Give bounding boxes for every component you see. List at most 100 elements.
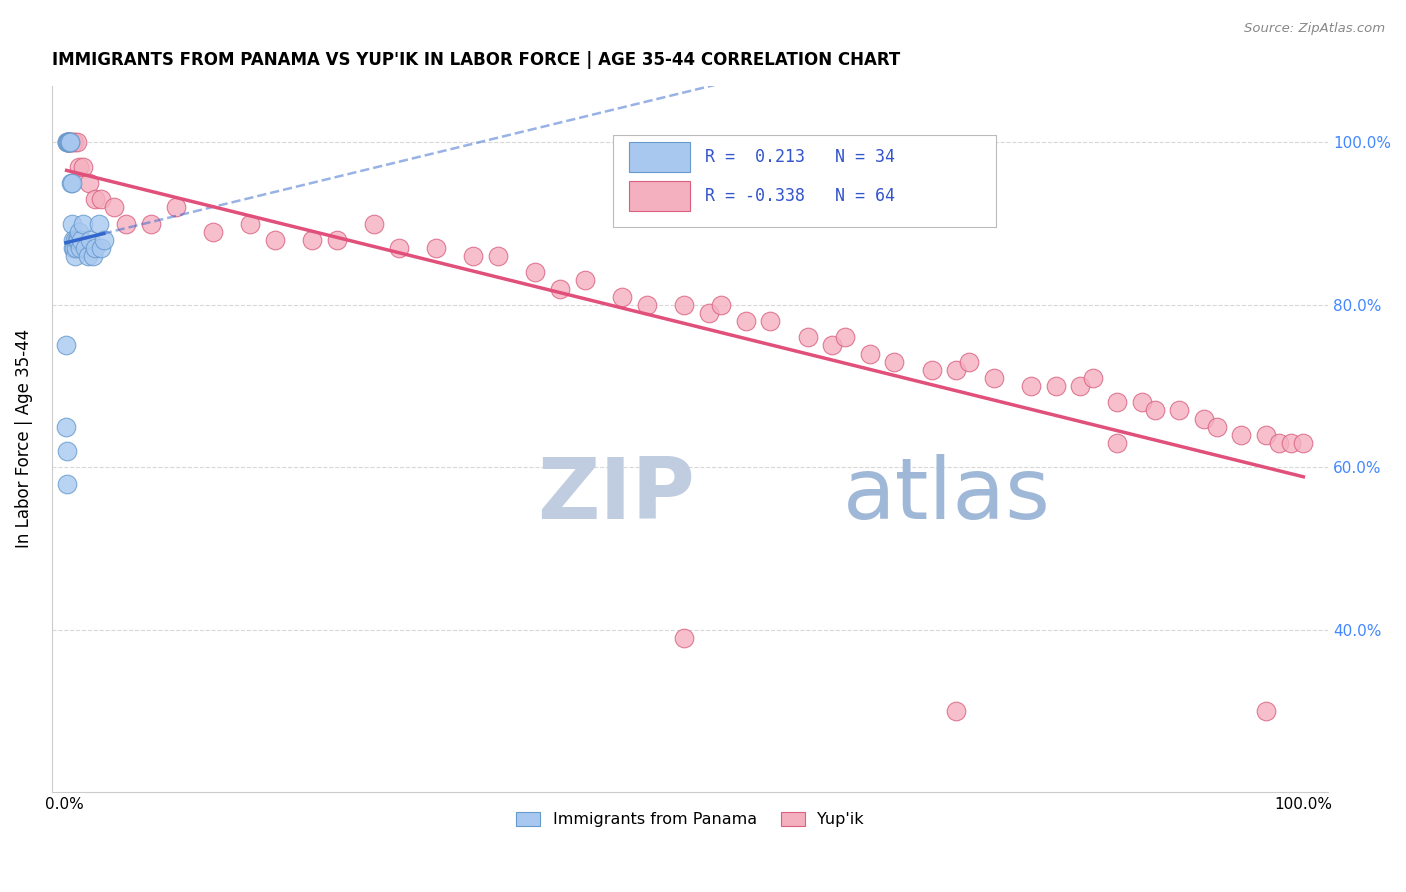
Point — [672, 298, 695, 312]
Point — [326, 233, 349, 247]
Point — [1279, 436, 1302, 450]
Point — [58, 136, 80, 150]
Point — [60, 176, 83, 190]
Point — [239, 217, 262, 231]
Point — [103, 200, 125, 214]
Point — [548, 282, 571, 296]
Point — [87, 217, 110, 231]
Point — [90, 192, 112, 206]
Text: atlas: atlas — [844, 454, 1052, 537]
Point — [486, 249, 509, 263]
Text: ZIP: ZIP — [537, 454, 695, 537]
Point — [60, 136, 83, 150]
Point — [524, 265, 547, 279]
Point — [921, 363, 943, 377]
Point — [1256, 427, 1278, 442]
Point — [1292, 436, 1315, 450]
Point — [55, 444, 77, 458]
Point — [56, 136, 79, 150]
Point — [59, 176, 82, 190]
Point — [63, 241, 86, 255]
Point — [58, 136, 80, 150]
Point — [1256, 704, 1278, 718]
Point — [56, 136, 79, 150]
Point — [636, 298, 658, 312]
Point — [77, 176, 100, 190]
Point — [93, 233, 115, 247]
Point — [388, 241, 411, 255]
Point — [82, 249, 104, 263]
Point — [796, 330, 818, 344]
Point — [425, 241, 447, 255]
Point — [63, 249, 86, 263]
FancyBboxPatch shape — [628, 142, 690, 172]
Point — [84, 241, 107, 255]
Point — [859, 346, 882, 360]
Point — [76, 249, 98, 263]
Point — [201, 225, 224, 239]
Point — [672, 631, 695, 645]
Point — [363, 217, 385, 231]
Point — [945, 704, 967, 718]
Point — [461, 249, 484, 263]
Point — [62, 241, 84, 255]
Point — [59, 136, 82, 150]
Point — [65, 136, 87, 150]
Point — [70, 233, 93, 247]
Point — [67, 225, 90, 239]
Point — [945, 363, 967, 377]
Point — [59, 136, 82, 150]
Point — [697, 306, 720, 320]
Text: R =  0.213   N = 34: R = 0.213 N = 34 — [706, 148, 896, 166]
Point — [957, 355, 980, 369]
Point — [115, 217, 138, 231]
Point — [90, 241, 112, 255]
Point — [56, 136, 79, 150]
Point — [1168, 403, 1191, 417]
Point — [1107, 436, 1129, 450]
Point — [610, 290, 633, 304]
Point — [301, 233, 323, 247]
Point — [60, 217, 83, 231]
Point — [63, 136, 86, 150]
Point — [821, 338, 844, 352]
Point — [1192, 411, 1215, 425]
Point — [734, 314, 756, 328]
Point — [1081, 371, 1104, 385]
Point — [883, 355, 905, 369]
Point — [1069, 379, 1091, 393]
FancyBboxPatch shape — [613, 135, 997, 227]
Point — [55, 338, 77, 352]
Point — [69, 241, 91, 255]
Point — [62, 233, 84, 247]
Point — [834, 330, 856, 344]
Point — [1143, 403, 1166, 417]
Point — [65, 241, 87, 255]
Point — [1107, 395, 1129, 409]
Point — [165, 200, 187, 214]
Point — [75, 241, 97, 255]
Point — [72, 160, 94, 174]
Point — [1130, 395, 1153, 409]
Y-axis label: In Labor Force | Age 35-44: In Labor Force | Age 35-44 — [15, 329, 32, 549]
Text: Source: ZipAtlas.com: Source: ZipAtlas.com — [1244, 22, 1385, 36]
Point — [55, 419, 77, 434]
Point — [72, 217, 94, 231]
Point — [263, 233, 285, 247]
Point — [56, 476, 79, 491]
Point — [710, 298, 733, 312]
Point — [983, 371, 1005, 385]
Point — [55, 136, 77, 150]
Legend: Immigrants from Panama, Yup'ik: Immigrants from Panama, Yup'ik — [509, 805, 870, 834]
Point — [66, 233, 89, 247]
Point — [1205, 419, 1227, 434]
Point — [79, 233, 101, 247]
Point — [59, 136, 82, 150]
Text: IMMIGRANTS FROM PANAMA VS YUP'IK IN LABOR FORCE | AGE 35-44 CORRELATION CHART: IMMIGRANTS FROM PANAMA VS YUP'IK IN LABO… — [52, 51, 900, 69]
Point — [58, 136, 80, 150]
Point — [1045, 379, 1067, 393]
Point — [1019, 379, 1042, 393]
Text: R = -0.338   N = 64: R = -0.338 N = 64 — [706, 186, 896, 205]
Point — [55, 136, 77, 150]
Point — [1267, 436, 1289, 450]
